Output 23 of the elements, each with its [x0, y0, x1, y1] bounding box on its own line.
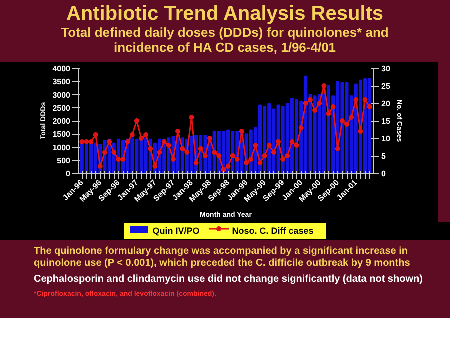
y-tick-label: 1500	[52, 130, 72, 140]
y2-tick-label: 20	[382, 100, 391, 108]
y-tick-label: 2500	[52, 104, 72, 113]
y-tick-label: 0	[66, 170, 72, 178]
text: The quinolone formulary change was accompanied by a significant increase in quinolone use (P < 0.001), which preceded the C. difficile outbreak by 9 months	[34, 246, 412, 270]
chart-title: Antibiotic Trend Analysis Results	[65, 2, 385, 25]
y2-tick-label: 30	[382, 64, 391, 74]
legend-label: Quin IV/PO	[152, 226, 200, 236]
bar	[190, 136, 194, 174]
y2-tick-label: 5	[382, 152, 386, 161]
y-tick-label: 500	[57, 156, 72, 166]
text: Cephalosporin and clindamycin use did not change significantly (data not shown)	[34, 274, 424, 286]
y2-tick-label: 15	[382, 117, 391, 126]
y2-tick-label: 25	[382, 82, 391, 91]
y-tick-label: 1000	[52, 143, 72, 152]
y-tick-label: 2000	[52, 117, 72, 126]
y-tick-label: 3500	[52, 78, 72, 87]
y-tick-label: 3000	[52, 90, 72, 100]
y2-tick-label: 10	[382, 134, 391, 144]
chart-subtitle: Total defined daily doses (DDDs) for quinolones* and incidence of HA CD cases, 1/96-4/01	[60, 25, 390, 55]
y2-tick-label: 0	[382, 170, 386, 178]
y-tick-label: 4000	[52, 64, 72, 74]
legend-label: Noso. C. Diff cases	[232, 226, 314, 236]
